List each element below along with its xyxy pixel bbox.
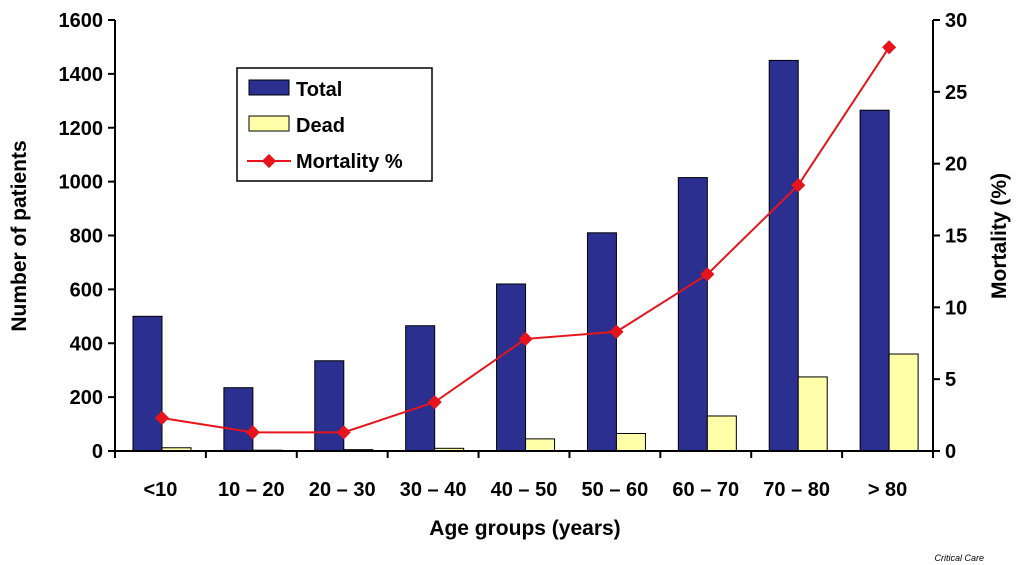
- y2-tick-label: 5: [945, 369, 956, 391]
- y-tick-label: 600: [70, 279, 103, 301]
- y2-tick-label: 25: [945, 82, 967, 104]
- mortality-point: [882, 40, 897, 55]
- y2-tick-label: 10: [945, 297, 967, 319]
- y-tick-label: 0: [92, 441, 103, 463]
- bar-dead: [797, 376, 828, 452]
- x-tick-label: 70 – 80: [763, 479, 830, 501]
- bar-total: [405, 325, 436, 452]
- mortality-point: [700, 267, 715, 282]
- legend-total-swatch: [248, 79, 290, 96]
- y2-tick-label: 0: [945, 441, 956, 463]
- y-tick-label: 1600: [59, 10, 104, 32]
- bar-dead: [888, 353, 919, 452]
- x-tick-label: 30 – 40: [400, 479, 467, 501]
- y-tick-label: 1400: [59, 64, 104, 86]
- y2-axis-title: Mortality (%): [988, 173, 1011, 299]
- legend-dead-swatch: [248, 115, 290, 132]
- y2-tick-label: 30: [945, 10, 967, 32]
- legend-dead-label: Dead: [296, 115, 345, 137]
- y-tick-label: 1000: [59, 172, 104, 194]
- bar-total: [496, 283, 527, 452]
- bar-total: [132, 315, 163, 452]
- x-tick-label: <10: [143, 479, 177, 501]
- y2-tick-label: 20: [945, 154, 967, 176]
- bar-total: [859, 109, 890, 452]
- y-tick-label: 200: [70, 387, 103, 409]
- mortality-point: [427, 395, 442, 410]
- x-axis-title: Age groups (years): [429, 517, 620, 540]
- bar-total: [586, 232, 617, 452]
- mortality-point: [336, 425, 351, 440]
- bar-dead: [615, 432, 646, 452]
- x-tick-label: 50 – 60: [582, 479, 649, 501]
- x-tick-label: 10 – 20: [218, 479, 285, 501]
- bar-dead: [706, 415, 737, 452]
- legend-mortality-marker: [261, 153, 277, 169]
- bar-dead: [525, 438, 556, 452]
- bar-total: [677, 177, 708, 452]
- legend: Total Dead Mortality %: [236, 67, 433, 182]
- mortality-point: [518, 331, 533, 347]
- mortality-point: [609, 324, 624, 339]
- y-axis-title: Number of patients: [8, 140, 31, 331]
- mortality-point: [791, 178, 806, 193]
- y2-tick-label: 15: [945, 226, 967, 248]
- y-tick-label: 400: [70, 333, 103, 355]
- x-tick-label: > 80: [868, 479, 907, 501]
- mortality-point: [154, 410, 170, 426]
- legend-mortality-label: Mortality %: [296, 151, 403, 173]
- x-tick-label: 20 – 30: [309, 479, 376, 501]
- bar-total: [223, 387, 254, 452]
- tick-layer: 0 200 400 600 800 1000 1200 1400 1600 0 5 10 15 20 25 3…: [59, 10, 968, 501]
- y-tick-label: 1200: [59, 118, 104, 140]
- bar-total: [314, 360, 345, 452]
- legend-total-label: Total: [296, 79, 342, 101]
- x-tick-label: 60 – 70: [672, 479, 739, 501]
- source-credit: Critical Care: [934, 553, 984, 563]
- bar-total: [768, 59, 799, 452]
- mortality-line-layer: [154, 40, 897, 440]
- mortality-point: [245, 425, 260, 440]
- x-tick-label: 40 – 50: [491, 479, 558, 501]
- y-tick-label: 800: [70, 226, 103, 248]
